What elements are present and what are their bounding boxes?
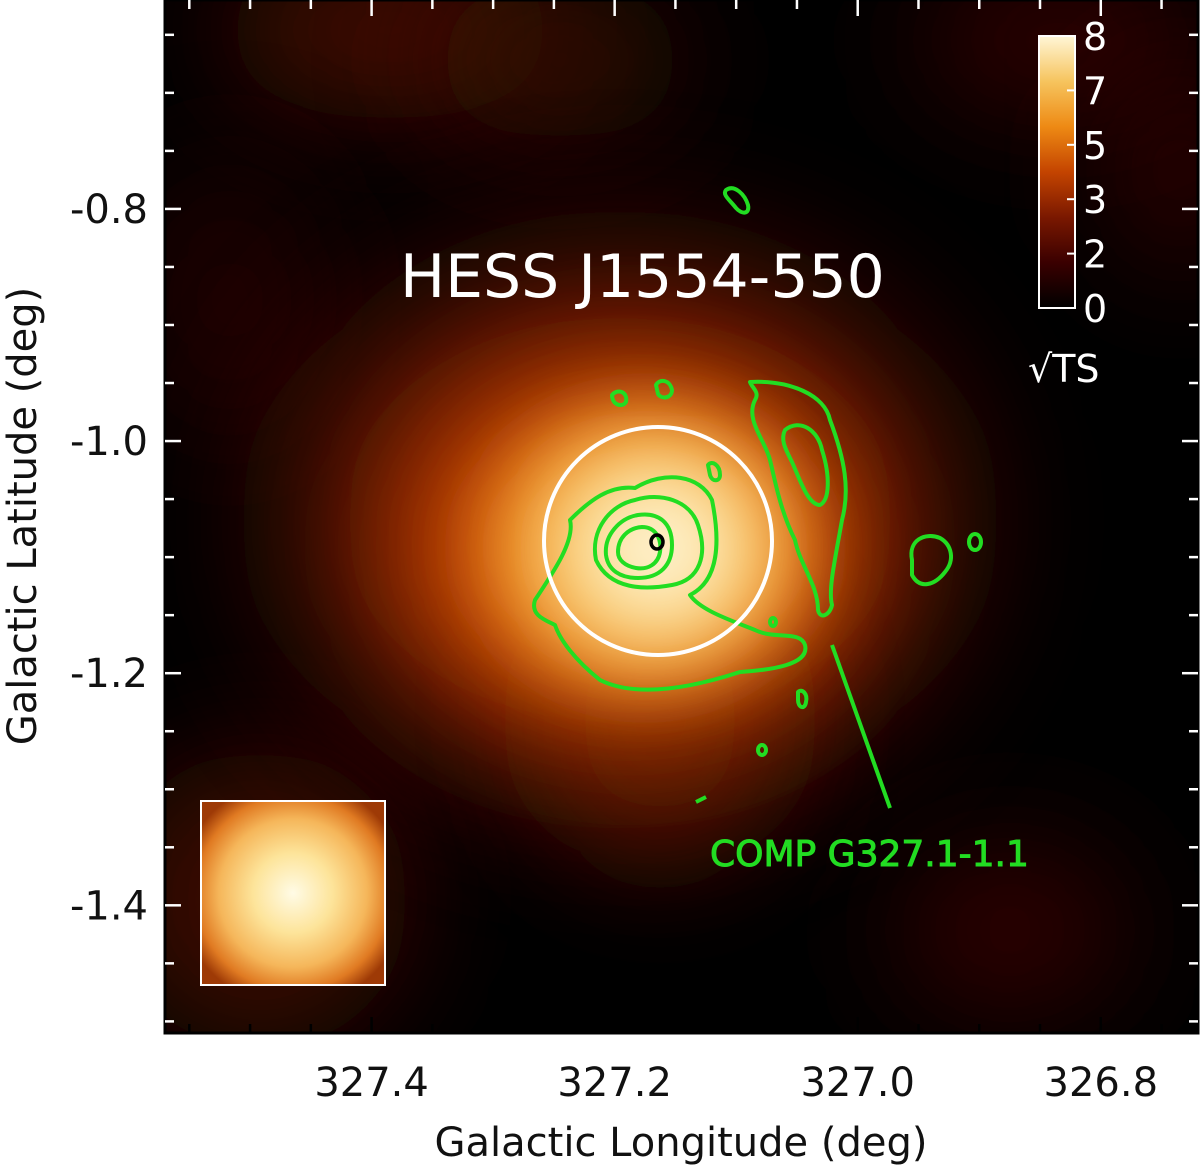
y-axis: -0.8 -1.0 -1.2 -1.4 (70, 33, 1198, 1023)
contour-blob-lower-3 (695, 795, 707, 804)
contour-blob-right (909, 534, 953, 587)
contour-outer-shell (532, 475, 808, 692)
colorbar-tick-labels: 0 2 3 5 7 8 (1083, 15, 1107, 331)
contour-blob-lower-1 (796, 688, 809, 709)
x-tick-label: 327.0 (800, 1060, 915, 1106)
contour-blob-left-2 (654, 378, 674, 400)
contour-level-4 (616, 525, 663, 571)
extension-circle (542, 425, 774, 657)
colorbar-gradient (1038, 35, 1076, 309)
contour-blob-lower-2 (756, 743, 768, 757)
best-fit-position-marker (649, 533, 665, 551)
psf-inset (200, 800, 386, 986)
x-tick-label: 327.2 (557, 1060, 672, 1106)
contour-level-2 (592, 495, 705, 590)
contour-pwn-arc (748, 379, 848, 618)
contour-label-leader (830, 644, 892, 809)
colorbar-ticks (1067, 35, 1075, 309)
y-tick-label: -1.4 (70, 883, 148, 929)
contour-blob-mid (706, 461, 722, 483)
map-faint-blob-top-center (430, 0, 690, 140)
colorbar-tick-label: 7 (1083, 69, 1107, 113)
y-axis-title: Galactic Latitude (deg) (0, 287, 46, 746)
x-tick-label: 326.8 (1044, 1060, 1159, 1106)
contour-blob-small-right (967, 532, 983, 552)
map-faint-blob-left (165, 160, 320, 440)
colorbar-tick-label: 8 (1083, 15, 1107, 59)
x-axis: 327.4 327.2 327.0 326.8 (188, 0, 1163, 1106)
map-faint-blob-bottom-right (890, 840, 1130, 1020)
colorbar-tick-label: 5 (1083, 124, 1107, 168)
radio-contours (532, 186, 983, 809)
y-tick-label: -1.2 (70, 651, 148, 697)
y-tick-label: -1.0 (70, 419, 148, 465)
map-faint-blob-right (1100, 60, 1198, 280)
chart-title: HESS J1554-550 (400, 242, 885, 312)
contour-blob-top (723, 186, 751, 215)
y-tick-label: -0.8 (70, 187, 148, 233)
x-tick-label: 327.4 (314, 1060, 429, 1106)
colorbar-tick-label: 3 (1083, 178, 1107, 222)
colorbar-tick-label: 0 (1083, 287, 1107, 331)
colorbar: 0 2 3 5 7 8 √TS (1028, 15, 1107, 391)
colorbar-tick-label: 2 (1083, 233, 1107, 277)
x-axis-title: Galactic Longitude (deg) (435, 1120, 928, 1166)
contour-blob-lower-4 (768, 616, 778, 628)
contour-label: COMP G327.1-1.1 (710, 834, 1029, 875)
contour-blob-left-1 (610, 389, 629, 408)
contour-level-3 (603, 512, 674, 580)
contour-pwn-inner (781, 423, 830, 507)
colorbar-label: √TS (1028, 347, 1100, 391)
plot-frame (163, 0, 1200, 1035)
